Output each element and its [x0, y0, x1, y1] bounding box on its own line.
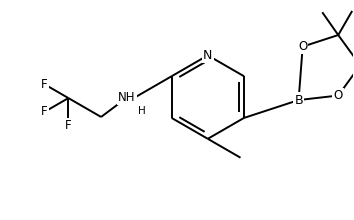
Text: H: H — [137, 106, 145, 116]
Text: NH: NH — [118, 91, 136, 104]
Text: B: B — [294, 94, 303, 106]
Text: F: F — [65, 119, 72, 132]
Text: N: N — [203, 49, 212, 62]
Text: F: F — [41, 105, 47, 119]
Text: F: F — [41, 78, 47, 91]
Text: O: O — [333, 89, 343, 102]
Text: O: O — [298, 40, 307, 53]
